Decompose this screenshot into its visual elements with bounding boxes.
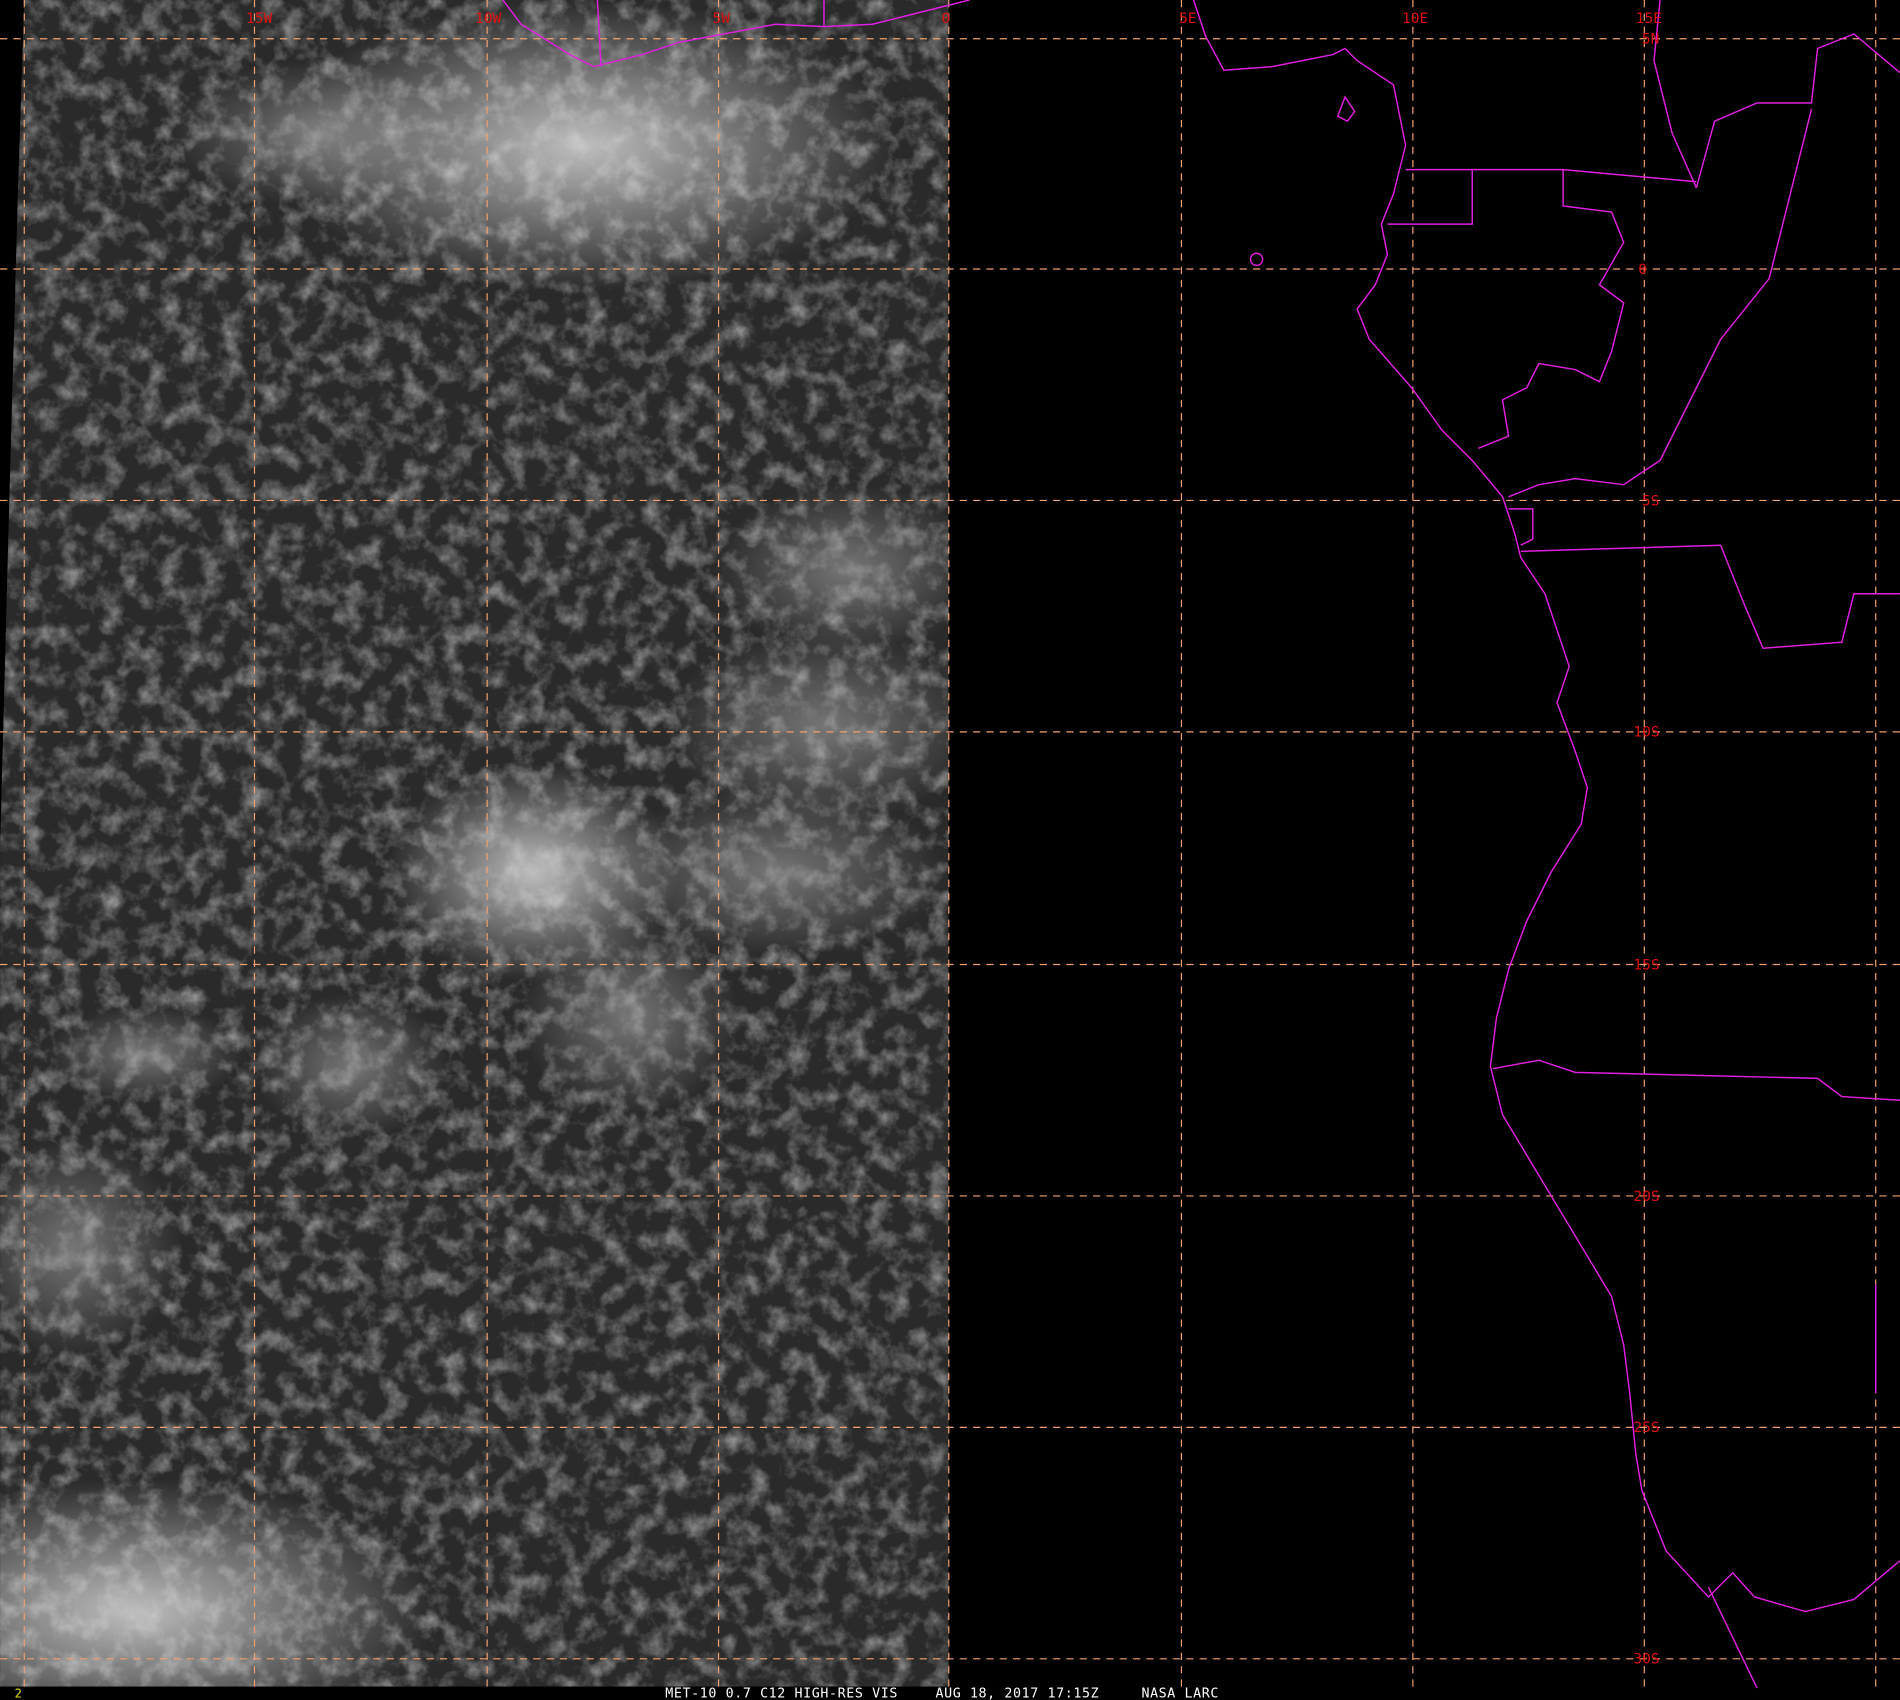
frame-number: 2 [15, 1687, 22, 1700]
lat-label: 20S [1633, 1189, 1659, 1205]
africa-coastline [1192, 0, 1900, 1613]
caption-bar: 2 MET-10 0.7 C12 HIGH-RES VIS AUG 18, 20… [15, 1687, 1219, 1700]
lon-label: 10E [1402, 11, 1428, 27]
timestamp: AUG 18, 2017 17:15Z [935, 1687, 1099, 1700]
product-caption: MET-10 0.7 C12 HIGH-RES VIS [665, 1687, 898, 1700]
longitude-labels: 15W 10W 5W 0 5E 10E 15E [246, 11, 1662, 27]
west-africa-border [502, 0, 970, 68]
cabinda-border [1508, 508, 1534, 546]
lat-label: 5N [1642, 32, 1660, 48]
lon-label: 15W [246, 11, 272, 27]
lon-label: 5E [1179, 11, 1197, 27]
lat-label: 10S [1633, 725, 1659, 741]
lon-label: 0 [942, 11, 951, 27]
namibia-southafrica-border [1707, 1586, 1758, 1689]
coastlines-and-borders [502, 0, 1900, 1689]
angola-namibia-border [1492, 1059, 1900, 1101]
equatorial-guinea-border [1387, 168, 1473, 225]
congo-drc-border [1508, 33, 1900, 498]
gabon-cameroon-border [1472, 168, 1697, 183]
bioko-island [1336, 95, 1356, 123]
lat-label: 15S [1633, 957, 1659, 973]
satellite-imagery [0, 0, 949, 1687]
cameroon-car-border [1653, 0, 1698, 189]
gabon-congo-border [1478, 169, 1625, 450]
latitude-labels: 5N 0 5S 10S 15S 20S 25S 30S [1633, 32, 1659, 1668]
lat-label: 5S [1642, 493, 1660, 509]
lat-label: 0 [1638, 262, 1647, 278]
island [1249, 252, 1264, 267]
angola-drc-border [1520, 544, 1900, 650]
lat-label: 25S [1633, 1420, 1659, 1436]
lat-label: 30S [1633, 1652, 1659, 1668]
lon-label: 15E [1636, 11, 1662, 27]
credit: NASA LARC [1141, 1687, 1219, 1700]
lon-label: 10W [475, 11, 501, 27]
west-africa-border [596, 0, 825, 67]
lon-label: 5W [713, 11, 731, 27]
